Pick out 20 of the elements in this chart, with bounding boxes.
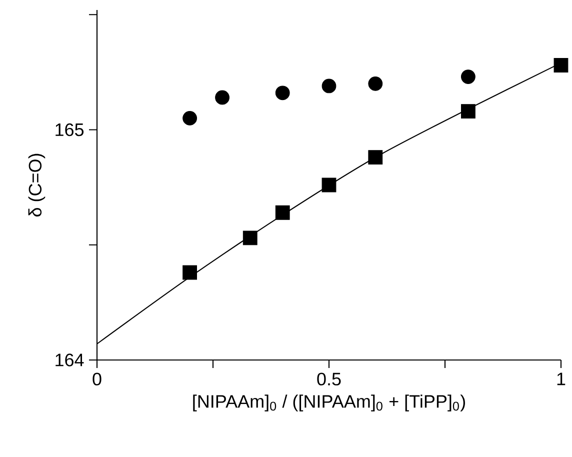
point <box>275 86 290 100</box>
y-tick-label: 164 <box>56 354 84 366</box>
point <box>242 230 258 246</box>
x-tick-label: 0 <box>92 372 102 386</box>
x-axis-title: [NIPAAm]$_{0}$ / ([NIPAAm]$_{0}$ + [TiPP]$_{0}$) <box>193 394 465 412</box>
point <box>215 90 230 105</box>
point <box>554 58 568 72</box>
point <box>460 70 476 84</box>
point <box>368 150 383 165</box>
y-tick-label: 165 <box>56 123 84 136</box>
y-axis-title: δ (C=O) <box>28 154 46 216</box>
x-tick-label: 0.5 <box>317 372 341 386</box>
point <box>460 104 476 119</box>
point <box>322 78 336 94</box>
point <box>182 111 198 126</box>
point <box>275 205 290 220</box>
point <box>368 76 383 91</box>
point <box>182 265 198 280</box>
point <box>322 178 336 192</box>
x-tick-label: 1 <box>557 372 566 386</box>
